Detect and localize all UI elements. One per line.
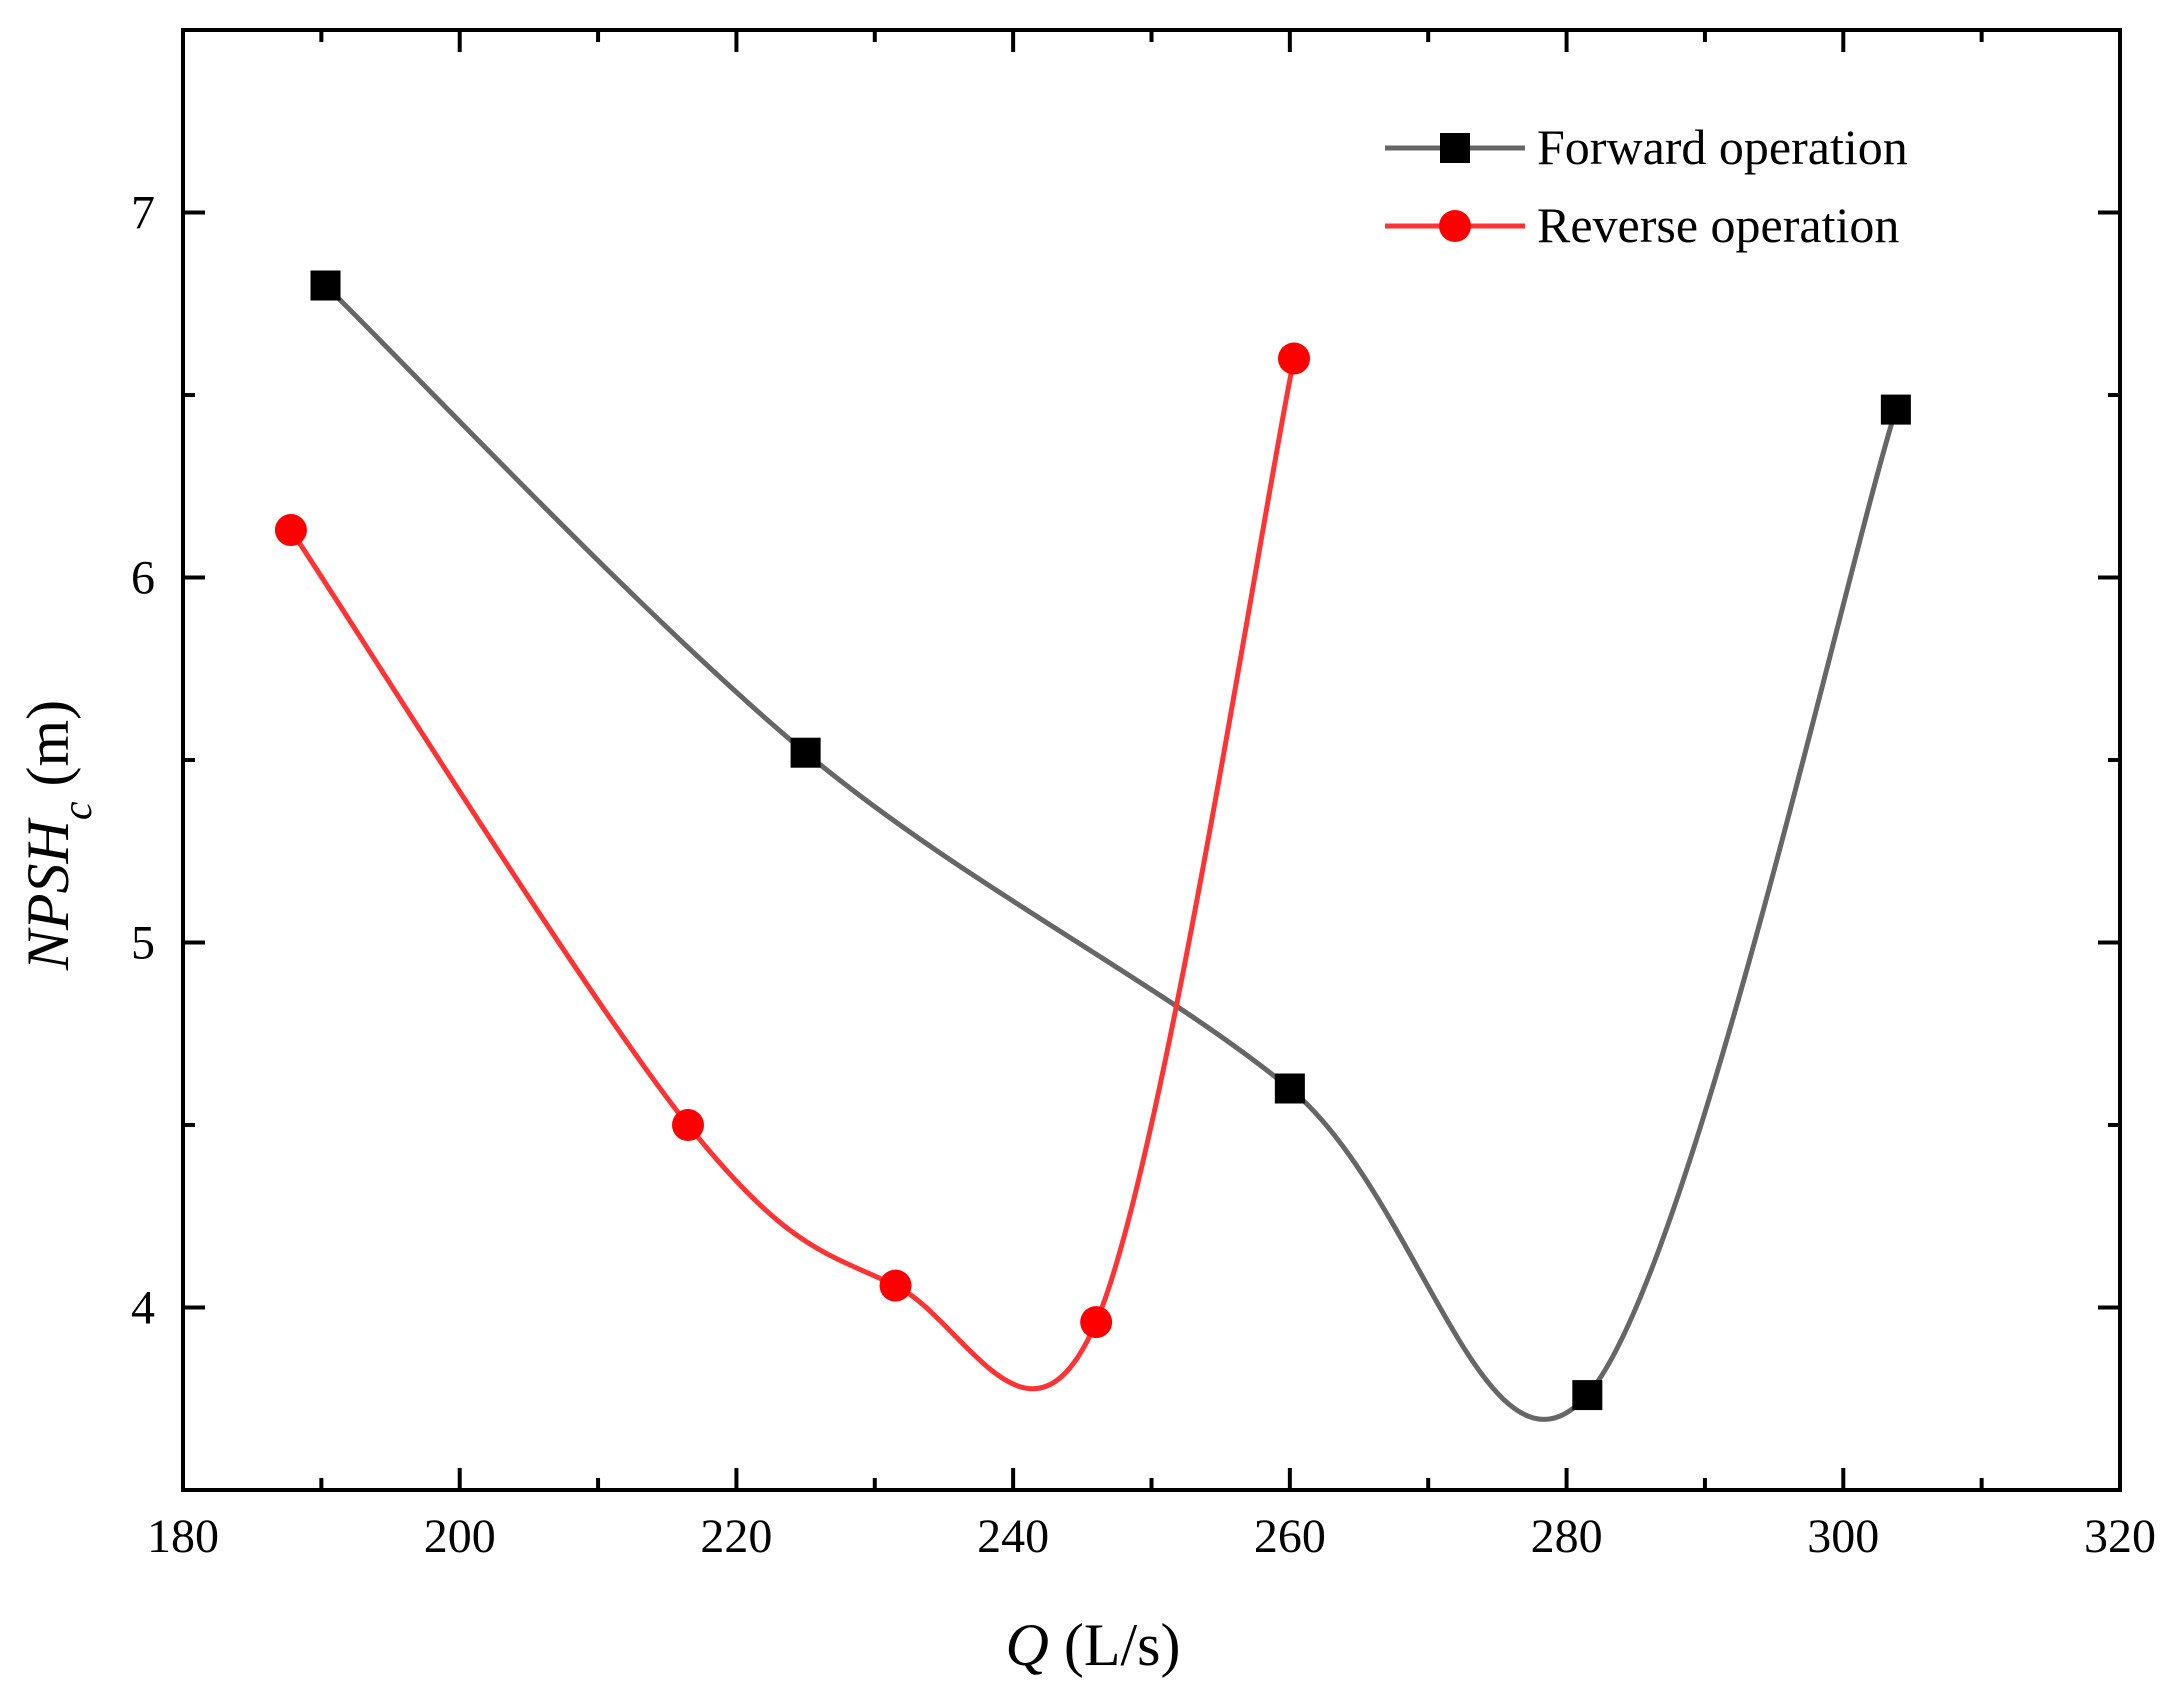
- legend-marker-reverse-operation: [1439, 210, 1471, 242]
- y-axis-symbol: NPSH: [15, 816, 81, 971]
- x-tick-label-260: 260: [1254, 1510, 1326, 1563]
- x-tick-label-180: 180: [147, 1510, 219, 1563]
- series-line-forward-operation: [323, 283, 1899, 1422]
- x-axis-title: Q (L/s): [1006, 1612, 1181, 1678]
- data-point-forward-operation-4: [1572, 1380, 1603, 1411]
- data-point-reverse-operation-5: [1278, 342, 1311, 375]
- data-point-reverse-operation-1: [274, 514, 307, 547]
- x-tick-label-240: 240: [977, 1510, 1049, 1563]
- series-line-reverse-operation: [288, 357, 1297, 1392]
- y-tick-label-6: 6: [131, 552, 155, 605]
- x-tick-label-280: 280: [1531, 1510, 1603, 1563]
- legend-label-reverse-operation: Reverse operation: [1537, 197, 1899, 253]
- legend-label-forward-operation: Forward operation: [1537, 119, 1908, 175]
- axes: 180 200 220 240 260 280 300 320 4 5 6 7: [131, 28, 2156, 1563]
- data-point-forward-operation-2: [790, 737, 821, 768]
- y-tick-label-5: 5: [131, 917, 155, 970]
- y-axis-unit: (m): [15, 700, 81, 802]
- data-point-reverse-operation-3: [879, 1269, 912, 1302]
- y-tick-label-7: 7: [131, 187, 155, 240]
- x-axis-unit: (L/s): [1049, 1612, 1181, 1678]
- data-point-reverse-operation-4: [1080, 1306, 1113, 1339]
- data-point-reverse-operation-2: [672, 1109, 705, 1141]
- plot-area: [274, 270, 1911, 1422]
- x-tick-label-300: 300: [1807, 1510, 1879, 1563]
- y-axis-subscript: c: [55, 801, 101, 820]
- x-tick-label-320: 320: [2084, 1510, 2156, 1563]
- y-tick-label-4: 4: [131, 1282, 155, 1335]
- legend-marker-forward-operation: [1440, 133, 1470, 163]
- x-tick-label-220: 220: [700, 1510, 772, 1563]
- legend: Forward operation Reverse operation: [1385, 119, 1908, 253]
- x-tick-label-200: 200: [424, 1510, 496, 1563]
- x-axis-symbol: Q: [1006, 1612, 1049, 1678]
- data-point-forward-operation-3: [1274, 1073, 1305, 1104]
- data-point-forward-operation-5: [1880, 394, 1911, 425]
- y-axis-title: NPSHc (m): [15, 700, 101, 971]
- data-point-forward-operation-1: [310, 270, 341, 301]
